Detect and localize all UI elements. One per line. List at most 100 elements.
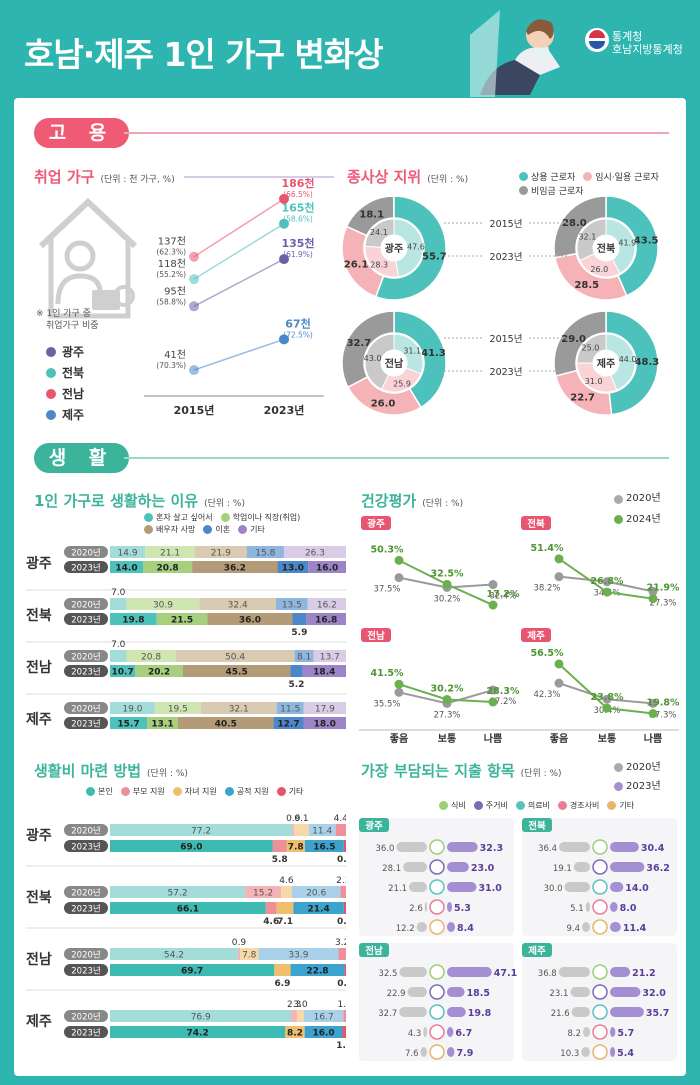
reason-legend-item-swatch [144, 513, 153, 522]
status-center [593, 235, 619, 261]
income-value-label: 4.6 [279, 876, 294, 886]
income-unit: (단위 : %) [147, 769, 188, 779]
status-inner-label: 25.0 [582, 343, 600, 352]
income-value-label: 1.1 [338, 1000, 346, 1010]
expense-bar-2023 [610, 862, 645, 872]
income-bar-segment [335, 824, 346, 836]
reason-year-label: 2023년 [71, 719, 100, 730]
health-region-label: 광주 [367, 518, 385, 530]
status-outer-label: 48.3 [635, 357, 660, 368]
reason-bar-segment [294, 650, 314, 662]
reason-bar-segment [110, 650, 127, 662]
status-outer-label: 18.1 [359, 210, 384, 221]
expense-value-2023: 7.9 [457, 1048, 474, 1059]
income-value-label: 69.0 [180, 843, 202, 853]
reason-year-pill [64, 650, 108, 662]
emp-value-label: 137천 [158, 236, 186, 248]
reason-value-label: 5.9 [291, 628, 307, 638]
status-outer-label: 43.5 [634, 236, 659, 247]
income-value-label: 8.2 [287, 1029, 303, 1039]
expense-value-2020: 10.3 [560, 1049, 579, 1059]
income-year-pill [64, 1010, 108, 1022]
expense-value-2023: 30.4 [641, 843, 665, 854]
emp-legend-item: 제주 [46, 406, 84, 423]
income-bar-segment [290, 964, 345, 976]
status-region-label: 전북 [597, 242, 615, 255]
expense-bar-2020 [399, 1007, 427, 1017]
reason-value-label: 20.8 [141, 653, 161, 663]
reason-value-label: 45.5 [226, 668, 248, 678]
income-year-label: 2023년 [71, 904, 100, 915]
income-value-label: 20.6 [306, 889, 326, 899]
expense-bar-2023 [447, 882, 477, 892]
status-inner-label: 25.9 [393, 379, 411, 388]
reason-value-label: 32.4 [228, 601, 248, 611]
expense-legend: 식비 주거비 의료비 경조사비 기타 [439, 800, 684, 812]
income-value-label: 3.0 [293, 1000, 308, 1010]
reason-bar-segment [275, 598, 308, 610]
income-bar-segment [294, 824, 309, 836]
reason-bar-segment [306, 613, 346, 625]
status-legend: 상용 근로자 임시·일용 근로자 비임금 근로자 [519, 170, 684, 198]
reason-value-label: 16.8 [315, 616, 337, 626]
main-panel: 고 용 취업 가구 (단위 : 천 가구, %) ※ 1인 가구 중 취업가구 비… [14, 98, 686, 1076]
reason-bar-segment [292, 613, 307, 625]
income-bar-segment [110, 1010, 292, 1022]
reason-bar-segment [273, 717, 304, 729]
health-point [394, 573, 404, 583]
health-point [394, 687, 404, 697]
income-year-label: 2020년 [71, 950, 100, 961]
income-year-pill [64, 964, 108, 976]
health-region-label: 전북 [527, 518, 545, 530]
expense-legend-item-label: 주거비 [485, 801, 508, 810]
status-outer-label: 26.0 [371, 399, 396, 410]
expense-bar-2020 [581, 1047, 590, 1057]
health-x-tick: 보통 [598, 733, 616, 745]
income-bar-segment [304, 1026, 343, 1038]
health-title: 건강평가 (단위 : %) [361, 490, 463, 511]
reason-legend-item-label: 기타 [250, 525, 265, 534]
health-legend-item-label: 2020년 [626, 493, 661, 504]
expense-value-2023: 8.0 [620, 903, 637, 914]
status-region-label: 제주 [597, 357, 615, 370]
reason-bar-segment [182, 665, 291, 677]
reason-legend-item: 배우자 사망 [144, 524, 195, 535]
status-inner-label: 47.6 [407, 242, 425, 251]
status-chart: 55.7 26.1 18.1 47.6 28.3 24.1 광주 43.5 28.5 28.0 41… [341, 195, 660, 416]
health-point [554, 678, 564, 688]
health-point [394, 679, 404, 689]
status-outer-label: 41.3 [421, 348, 446, 359]
expense-year-item: 2023년 [614, 778, 661, 795]
income-bar-segment [340, 886, 346, 898]
income-legend-item-swatch [86, 787, 95, 796]
reason-value-label: 36.2 [224, 564, 246, 574]
house-icon [429, 859, 445, 875]
expense-value-2023: 35.7 [646, 1008, 669, 1019]
expense-value-2020: 12.2 [396, 924, 415, 934]
income-bar-segment [258, 948, 339, 960]
income-year-label: 2023년 [71, 1028, 100, 1039]
reason-bar-segment [175, 650, 295, 662]
header: 호남·제주 1인 가구 변화상 통계청 호남지방통계청 [0, 0, 700, 97]
person-reading-illustration [470, 10, 560, 97]
reason-bar-segment [192, 561, 278, 573]
expense-region-tag [359, 818, 389, 832]
health-value-label: 42.3% [533, 690, 560, 700]
expense-value-2020: 36.8 [538, 969, 557, 979]
expense-legend-item-label: 기타 [619, 801, 635, 810]
expense-value-2020: 19.1 [553, 864, 572, 874]
expense-year-item: 2020년 [614, 759, 661, 776]
income-value-label: 74.2 [187, 1029, 209, 1039]
expense-legend-item-label: 의료비 [527, 801, 550, 810]
house-icon [592, 859, 608, 875]
expense-value-2023: 5.7 [617, 1028, 634, 1039]
reason-bar-segment [283, 546, 346, 558]
reason-bar-segment [276, 702, 304, 714]
expense-bar-2023 [447, 967, 492, 977]
expense-bar-2020 [573, 862, 590, 872]
emp-legend-item: 전남 [46, 385, 84, 402]
emp-share-label: (66.5%) [283, 190, 313, 199]
income-bar-segment [110, 840, 273, 852]
income-value-label: 4.4 [334, 814, 346, 824]
